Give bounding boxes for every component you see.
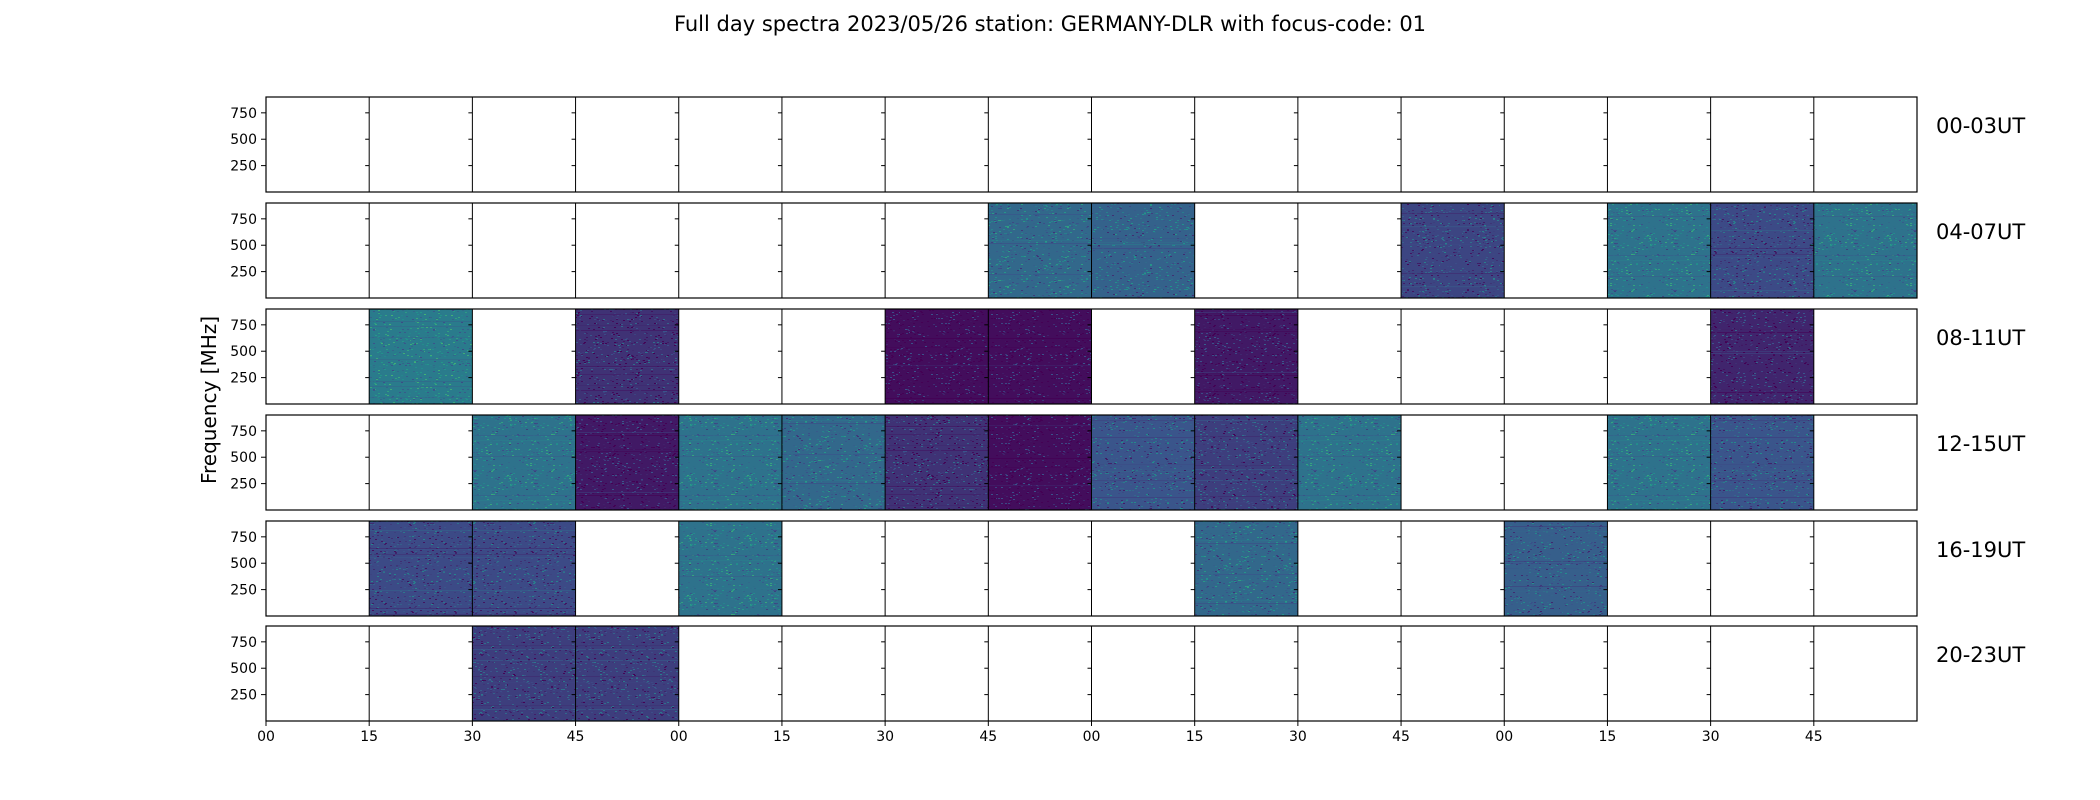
y-tick-label: 500 [230, 344, 257, 360]
spectrum-block [781, 415, 886, 510]
spectrum-block [575, 309, 679, 404]
row-label: 04-07UT [1936, 220, 2025, 244]
row-label: 16-19UT [1936, 538, 2025, 562]
y-axis-label: Frequency [MHz] [197, 316, 221, 484]
x-tick-label: 00 [1083, 729, 1101, 745]
y-tick-label: 250 [230, 583, 257, 599]
spectra-row: 750 500 250 08-11UT [230, 308, 2025, 405]
spectrum-block [1194, 309, 1298, 404]
x-axis: 00 15 30 45 00 15 30 45 00 15 30 45 00 15 30 45 [257, 721, 1823, 745]
y-tick-label: 500 [230, 661, 257, 677]
x-tick-label: 45 [567, 729, 585, 745]
x-tick-label: 45 [1392, 729, 1410, 745]
spectrum-block [472, 626, 576, 721]
spectrum-block [988, 415, 1092, 510]
spectra-row: 750 500 250 12-15UT [230, 414, 2025, 511]
x-tick-label: 30 [463, 729, 481, 745]
spectrum-block [885, 415, 989, 510]
y-tick-label: 250 [230, 159, 257, 175]
spectrum-block [988, 309, 1092, 404]
x-tick-label: 15 [1186, 729, 1204, 745]
x-tick-label: 15 [1599, 729, 1617, 745]
spectrum-block [1194, 521, 1298, 616]
spectrum-block [1607, 203, 1711, 298]
spectrum-block [988, 203, 1092, 298]
spectra-row: 750 500 250 20-23UT [230, 625, 2025, 722]
chart-title: Full day spectra 2023/05/26 station: GER… [674, 12, 1426, 36]
spectrum-block [885, 309, 989, 404]
spectrum-block [1194, 415, 1298, 510]
x-tick-label: 45 [1805, 729, 1823, 745]
y-tick-label: 750 [230, 318, 257, 334]
x-tick-label: 30 [876, 729, 894, 745]
row-frame [265, 520, 1918, 617]
y-tick-label: 500 [230, 450, 257, 466]
spectrum-block [472, 415, 576, 510]
x-tick-label: 15 [360, 729, 378, 745]
spectrum-block [1813, 203, 1917, 298]
y-tick-label: 500 [230, 132, 257, 148]
x-tick-label: 30 [1702, 729, 1720, 745]
spectrum-block [1091, 415, 1195, 510]
spectrum-block [575, 415, 679, 510]
x-tick-label: 45 [979, 729, 997, 745]
spectrum-block [1710, 415, 1814, 510]
spectrum-block [1710, 309, 1814, 404]
spectrum-block [472, 521, 576, 616]
x-tick-label: 00 [670, 729, 688, 745]
y-tick-label: 750 [230, 635, 257, 651]
y-tick-label: 250 [230, 688, 257, 704]
spectrum-block [1297, 415, 1402, 510]
x-tick-label: 00 [257, 729, 275, 745]
spectrum-block [678, 521, 782, 616]
x-tick-label: 15 [773, 729, 791, 745]
y-tick-label: 500 [230, 556, 257, 572]
y-tick-label: 500 [230, 238, 257, 254]
spectrum-block [678, 415, 782, 510]
spectra-rows: 750 500 250 00-03UT 750 500 250 04-07UT 750 500 25… [230, 96, 2025, 722]
spectrum-block [369, 309, 473, 404]
spectra-row: 750 500 250 16-19UT [230, 520, 2025, 617]
spectrum-block [575, 626, 679, 721]
spectrum-block [1607, 415, 1711, 510]
y-tick-label: 250 [230, 265, 257, 281]
spectrum-block [1504, 521, 1608, 616]
spectrum-block [369, 521, 473, 616]
y-tick-label: 750 [230, 530, 257, 546]
row-frame [265, 308, 1918, 405]
row-label: 00-03UT [1936, 114, 2025, 138]
row-frame [265, 202, 1918, 299]
y-tick-label: 250 [230, 371, 257, 387]
row-label: 08-11UT [1936, 326, 2025, 350]
spectra-row: 750 500 250 00-03UT [230, 96, 2025, 193]
spectrum-block [1091, 203, 1195, 298]
row-frame [265, 96, 1918, 193]
y-tick-label: 750 [230, 424, 257, 440]
x-tick-label: 00 [1495, 729, 1513, 745]
y-tick-label: 750 [230, 106, 257, 122]
y-tick-label: 250 [230, 477, 257, 493]
y-tick-label: 750 [230, 212, 257, 228]
spectrum-block [1401, 203, 1505, 298]
row-label: 20-23UT [1936, 643, 2025, 667]
row-label: 12-15UT [1936, 432, 2025, 456]
spectrum-block [1710, 203, 1814, 298]
x-tick-label: 30 [1289, 729, 1307, 745]
spectra-row: 750 500 250 04-07UT [230, 202, 2025, 299]
row-frame [265, 414, 1918, 511]
